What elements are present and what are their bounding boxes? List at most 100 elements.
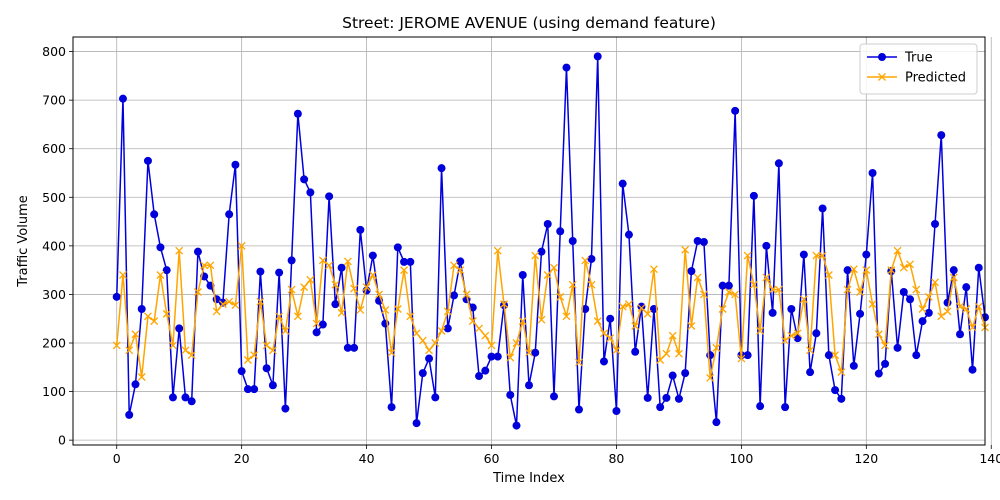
predicted-point [543, 271, 552, 279]
predicted-point [743, 251, 752, 260]
predicted-point [599, 329, 608, 338]
true-point [674, 394, 683, 403]
true-point [931, 220, 940, 228]
true-point [799, 250, 808, 259]
predicted-point [387, 348, 396, 357]
x-tick-label: 40 [359, 451, 375, 466]
legend-marker-predicted [878, 73, 886, 81]
predicted-point [506, 353, 515, 362]
predicted-point [787, 331, 796, 340]
predicted-point [649, 265, 658, 274]
true-point [112, 292, 121, 301]
predicted-point [581, 256, 590, 265]
predicted-point [731, 290, 740, 299]
true-point [406, 257, 415, 266]
predicted-point [187, 351, 196, 360]
predicted-point [718, 305, 727, 313]
true-point [131, 380, 140, 389]
predicted-point [656, 356, 665, 364]
true-point [450, 291, 459, 300]
true-point [624, 230, 633, 239]
y-tick-label: 600 [42, 141, 66, 156]
true-point [537, 247, 546, 256]
true-point [906, 295, 915, 304]
true-point [425, 354, 434, 363]
series-true [112, 52, 989, 430]
predicted-point [393, 305, 402, 313]
predicted-point [593, 317, 602, 326]
true-point [518, 271, 527, 279]
ticks-layer: 0 20 40 60 80 100 120 140 0 100 200 300 400 500 600 700… [42, 44, 1000, 466]
x-tick-label: 80 [608, 451, 624, 466]
chart-title: Street: JEROME AVENUE (using demand feat… [342, 14, 716, 32]
predicted-point [668, 331, 677, 340]
true-point [899, 288, 908, 296]
true-point [418, 369, 427, 378]
true-point [693, 237, 702, 245]
true-point [874, 369, 883, 378]
predicted-point [924, 292, 933, 301]
true-point [681, 369, 690, 378]
predicted-point [293, 312, 302, 321]
predicted-point [662, 349, 671, 358]
x-tick-label: 120 [854, 451, 878, 466]
predicted-point [887, 266, 896, 275]
true-point [699, 237, 708, 246]
true-point [356, 225, 365, 234]
true-point [350, 343, 359, 352]
true-point [837, 394, 846, 403]
predicted-point [868, 300, 877, 309]
predicted-point [256, 297, 265, 306]
true-point [962, 283, 971, 292]
true-point [593, 52, 602, 61]
predicted-point [606, 334, 615, 343]
predicted-point [837, 368, 846, 377]
true-point [400, 257, 409, 266]
predicted-point [568, 280, 577, 289]
predicted-point [918, 305, 927, 313]
predicted-point [175, 246, 184, 255]
predicted-point [312, 319, 321, 328]
true-point [231, 160, 240, 169]
predicted-point [443, 307, 452, 316]
true-point [918, 317, 927, 326]
predicted-point [793, 329, 802, 338]
true-point [862, 250, 871, 259]
true-point [818, 204, 827, 213]
predicted-point [268, 346, 277, 355]
true-point [774, 159, 783, 168]
true-point [831, 386, 840, 395]
true-point [706, 351, 715, 360]
predicted-point [356, 306, 365, 314]
true-point [924, 308, 933, 317]
predicted-point [693, 273, 702, 282]
predicted-point [218, 300, 227, 309]
predicted-point [806, 346, 815, 355]
predicted-point [862, 266, 871, 275]
true-point [637, 302, 646, 311]
predicted-point [962, 305, 971, 313]
predicted-point [799, 295, 808, 304]
true-point [343, 343, 352, 352]
predicted-point [325, 261, 334, 270]
predicted-point [406, 312, 415, 321]
predicted-point [631, 322, 640, 330]
predicted-point [275, 312, 284, 321]
predicted-point [137, 373, 146, 381]
true-point [893, 343, 902, 352]
predicted-point [968, 323, 977, 332]
true-point [331, 300, 340, 309]
predicted-point [412, 329, 421, 338]
true-point [712, 418, 721, 427]
true-point [506, 390, 515, 399]
legend-label-true: True [904, 51, 933, 66]
predicted-point [512, 339, 521, 347]
predicted-point [306, 275, 315, 284]
predicted-point [712, 343, 721, 352]
predicted-point [350, 284, 359, 293]
predicted-point [874, 330, 883, 339]
true-point [643, 393, 652, 402]
predicted-point [699, 290, 708, 299]
predicted-point [906, 260, 915, 269]
